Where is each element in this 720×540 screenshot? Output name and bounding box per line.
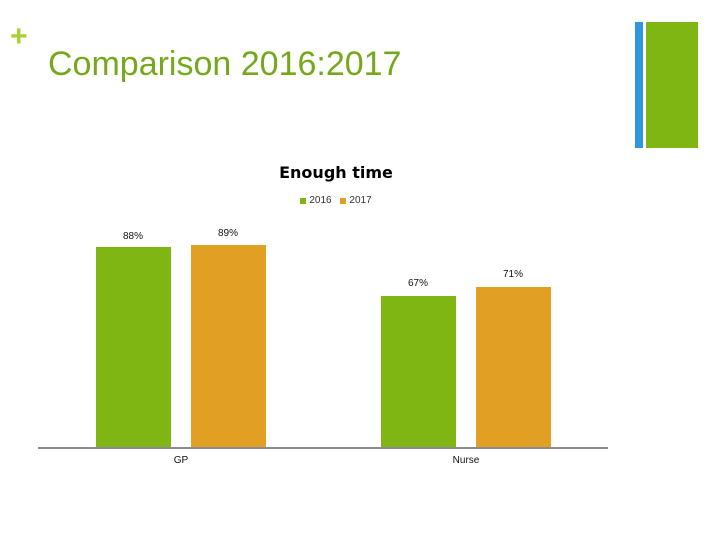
decorative-blue-bar — [635, 22, 643, 148]
plus-icon: + — [10, 20, 28, 53]
legend-item-2017: 2017 — [340, 195, 372, 206]
legend-label: 2017 — [349, 195, 372, 206]
category-label-gp: GP — [173, 455, 189, 466]
chart-legend: 2016 2017 — [0, 195, 672, 207]
data-label-nurse-2017: 71% — [502, 269, 523, 280]
slide-title: Comparison 2016:2017 — [48, 45, 402, 83]
legend-swatch-2017 — [340, 197, 347, 204]
bar-nurse-2017 — [476, 287, 551, 447]
legend-swatch-2016 — [300, 197, 307, 204]
data-label-gp-2017: 89% — [217, 228, 238, 239]
x-axis — [38, 447, 608, 449]
bar-gp-2016 — [96, 247, 171, 447]
decorative-green-block — [646, 22, 698, 148]
bar-nurse-2016 — [381, 296, 456, 447]
legend-item-2016: 2016 — [300, 195, 332, 206]
legend-label: 2016 — [309, 195, 332, 206]
data-label-nurse-2016: 67% — [407, 278, 428, 289]
data-label-gp-2016: 88% — [122, 231, 143, 242]
bar-gp-2017 — [191, 245, 266, 447]
chart-title: Enough time — [279, 163, 393, 182]
category-label-nurse: Nurse — [452, 455, 480, 466]
